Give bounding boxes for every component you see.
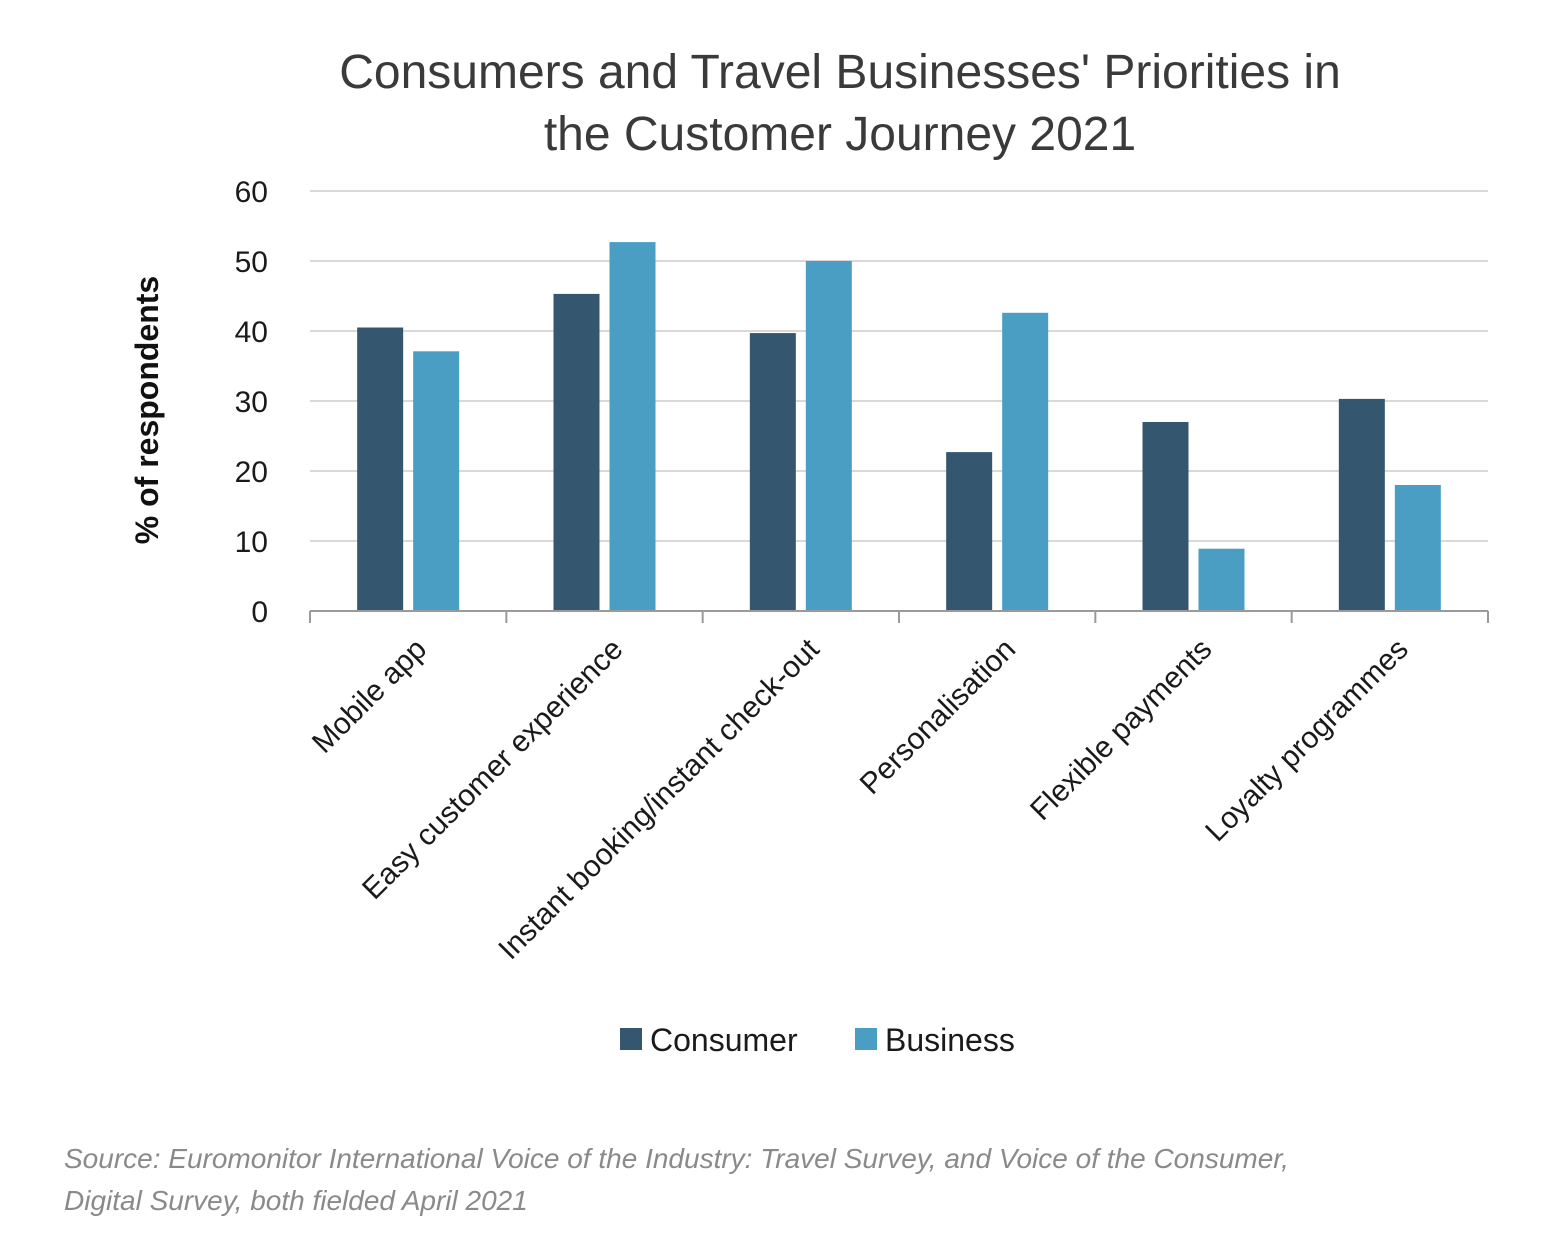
- y-tick-label: 0: [251, 596, 268, 629]
- source-line-2: Digital Survey, both fielded April 2021: [64, 1185, 528, 1216]
- legend-swatch-business: [855, 1028, 877, 1050]
- y-tick-label: 20: [235, 456, 268, 489]
- bar-business-6: [1394, 485, 1441, 611]
- x-category-label: Mobile app: [306, 633, 433, 760]
- y-axis-ticks: 0 10 20 30 40 50 60: [235, 176, 268, 629]
- bar-consumer-6: [1338, 398, 1385, 611]
- x-category-label: Flexible payments: [1024, 633, 1218, 827]
- x-category-label: Loyalty programmes: [1199, 633, 1415, 849]
- y-tick-label: 40: [235, 316, 268, 349]
- x-category-label: Instant booking/instant check-out: [492, 632, 826, 966]
- bar-consumer-5: [1142, 422, 1189, 611]
- bars: [357, 242, 1441, 611]
- source-note: Source: Euromonitor International Voice …: [64, 1138, 1524, 1222]
- legend-label-business: Business: [885, 1022, 1015, 1058]
- source-line-1: Source: Euromonitor International Voice …: [64, 1143, 1289, 1174]
- bar-consumer-3: [749, 333, 796, 611]
- bar-business-3: [805, 261, 852, 611]
- bar-consumer-2: [553, 293, 600, 611]
- bar-business-2: [609, 242, 656, 611]
- chart-title-line-2: the Customer Journey 2021: [543, 108, 1137, 161]
- y-axis-label: % of respondents: [129, 276, 165, 544]
- legend-label-consumer: Consumer: [650, 1022, 798, 1058]
- bar-business-5: [1198, 548, 1245, 611]
- bar-business-1: [413, 351, 460, 611]
- bar-consumer-4: [946, 452, 993, 611]
- x-axis: [309, 610, 1489, 623]
- y-tick-label: 60: [235, 176, 268, 209]
- x-category-label: Personalisation: [854, 633, 1022, 801]
- chart-title-line-1: Consumers and Travel Businesses' Priorit…: [339, 46, 1341, 99]
- gridlines: [310, 190, 1488, 542]
- y-tick-label: 50: [235, 246, 268, 279]
- bar-business-4: [1002, 312, 1049, 611]
- legend-swatch-consumer: [620, 1028, 642, 1050]
- bar-consumer-1: [357, 327, 404, 611]
- y-tick-label: 10: [235, 526, 268, 559]
- legend: Consumer Business: [620, 1022, 1015, 1058]
- y-tick-label: 30: [235, 386, 268, 419]
- chart-title: Consumers and Travel Businesses' Priorit…: [150, 42, 1530, 166]
